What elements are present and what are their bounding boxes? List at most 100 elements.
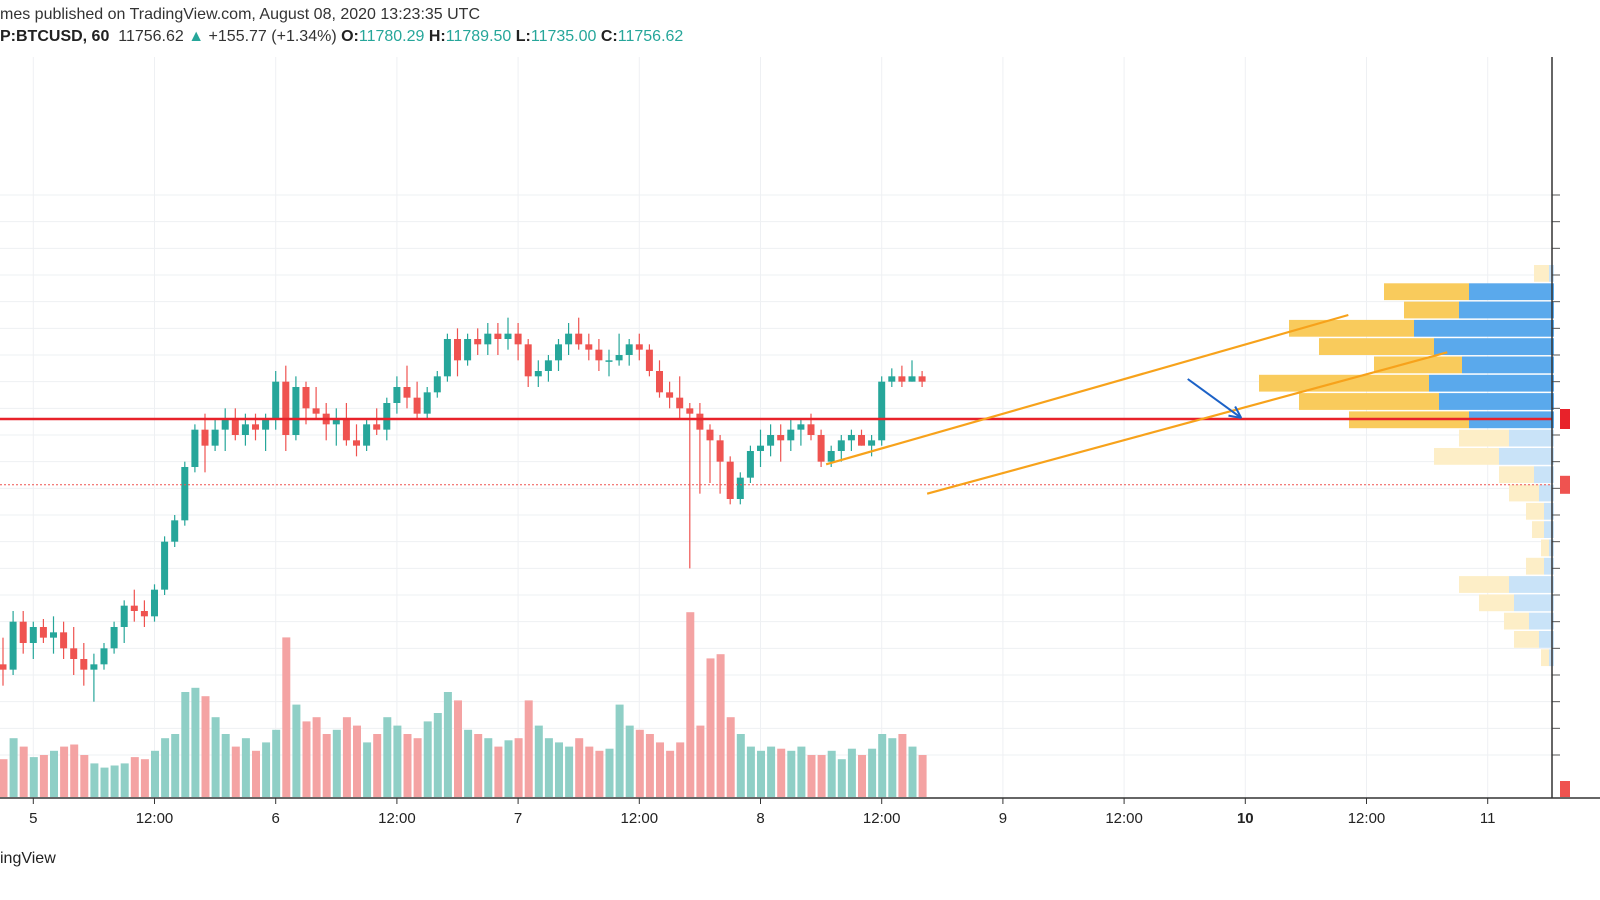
candle-body: [282, 381, 290, 435]
candle-body: [383, 403, 391, 430]
candle-body: [827, 451, 835, 462]
candle-body: [847, 435, 855, 441]
candle-body: [595, 349, 603, 361]
volume-bar: [393, 725, 402, 797]
volume-profile-up: [1541, 649, 1549, 667]
volume-bar: [494, 746, 503, 797]
candles: [0, 317, 926, 702]
candle-body: [231, 419, 239, 435]
channel-line: [825, 313, 1349, 466]
candle-body: [625, 344, 633, 355]
candle-body: [504, 333, 512, 339]
symbol-quote-line: P:BTCUSD, 60 11756.62 ▲ +155.77 (+1.34%)…: [0, 28, 683, 46]
candle-body: [645, 349, 653, 371]
volume-profile-up: [1504, 612, 1529, 630]
candle-body: [918, 376, 926, 382]
candle-body: [807, 424, 815, 435]
last-price: 11756.62: [118, 28, 184, 45]
candle-body: [666, 392, 674, 398]
time-axis-label: 12:00: [621, 810, 659, 827]
volume-bar: [110, 765, 119, 797]
candle-body: [746, 451, 754, 478]
candle-body: [292, 387, 300, 435]
volume-bar: [161, 738, 170, 797]
volume-bar: [888, 738, 897, 797]
symbol-label[interactable]: P:BTCUSD, 60: [0, 28, 110, 45]
candle-body: [120, 605, 128, 627]
forecast-arrow-head: [1228, 414, 1242, 419]
volume-bar: [544, 738, 553, 797]
candle-body: [868, 440, 876, 446]
low-label: L:: [515, 28, 531, 45]
candle-body: [858, 435, 865, 446]
candle-body: [90, 664, 98, 670]
candle-body: [332, 419, 340, 425]
volume-bars: [0, 612, 927, 797]
volume-bar: [787, 750, 796, 797]
time-axis-label: 5: [29, 810, 37, 827]
candle-body: [161, 541, 169, 590]
volume-profile-down: [1462, 356, 1554, 374]
volume-bar: [686, 612, 695, 797]
time-axis-label: 7: [514, 810, 522, 827]
time-axis-label: 12:00: [136, 810, 174, 827]
volume-bar: [312, 717, 321, 797]
volume-bar: [454, 700, 462, 797]
volume-bar: [292, 704, 301, 797]
candle-body: [302, 387, 310, 409]
volume-bar: [383, 717, 392, 797]
candle-body: [726, 461, 734, 499]
volume-bar: [858, 755, 866, 797]
volume-bar: [656, 742, 664, 797]
candle-body: [494, 333, 502, 339]
volume-bar: [443, 692, 452, 797]
high-value: 11789.50: [445, 28, 512, 45]
candle-body: [585, 344, 593, 350]
candle-body: [70, 648, 78, 659]
candle-body: [100, 648, 108, 665]
candle-body: [171, 520, 179, 542]
candle-body: [181, 467, 189, 521]
volume-bar: [191, 687, 200, 797]
candle-body: [484, 333, 492, 345]
volume-bar: [837, 759, 846, 797]
volume-profile-down: [1414, 319, 1554, 337]
candle-body: [50, 632, 57, 638]
candle-body: [474, 339, 482, 345]
volume-bar: [605, 748, 614, 797]
candle-body: [353, 440, 360, 446]
volume-bar: [403, 734, 412, 797]
candle-body: [39, 627, 47, 638]
volume-profile-down: [1439, 393, 1554, 410]
volume-bar: [706, 658, 715, 797]
forecast-arrow-head: [1234, 406, 1243, 419]
volume-profile-up: [1289, 319, 1414, 337]
candle-body: [615, 355, 623, 361]
time-axis-label: 10: [1237, 810, 1254, 827]
volume-bar: [231, 746, 240, 797]
volume-bar: [80, 755, 89, 797]
volume-bar: [181, 692, 190, 797]
volume-profile-down: [1459, 301, 1554, 319]
volume-bar: [716, 654, 725, 797]
volume-profile-down: [1429, 374, 1554, 392]
volume-bar: [140, 759, 149, 797]
candle-body: [888, 376, 896, 382]
close-label: C:: [600, 28, 618, 45]
candle-body: [140, 611, 148, 617]
candle-body: [241, 424, 249, 435]
volume-bar: [0, 759, 8, 797]
candle-body: [575, 333, 583, 345]
candle-body: [878, 381, 886, 441]
candle-body: [837, 440, 845, 451]
volume-profile-up: [1319, 338, 1434, 355]
volume-bar: [878, 734, 887, 797]
volume-marker: [1560, 781, 1570, 797]
forecast-arrow: [1187, 378, 1242, 419]
volume-bar: [807, 755, 816, 797]
volume-profile-up: [1479, 594, 1514, 612]
candle-body: [403, 387, 411, 398]
last-price-marker: [1560, 475, 1570, 494]
volume-bar: [252, 750, 260, 797]
